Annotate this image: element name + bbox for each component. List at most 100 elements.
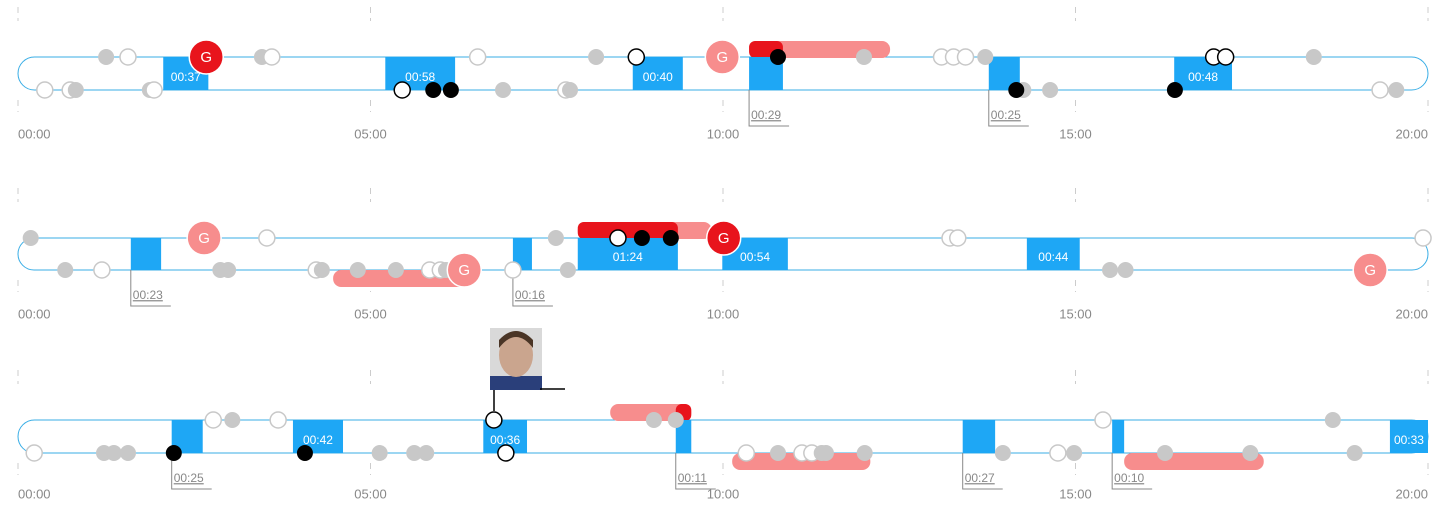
powerplay (512, 238, 532, 270)
powerplay-duration: 01:24 (613, 250, 643, 264)
event-shot (1066, 445, 1083, 461)
tick-label: 00:00 (18, 306, 51, 321)
event-shot (994, 445, 1011, 461)
event-shot (559, 262, 576, 278)
event-miss (1094, 411, 1112, 429)
event-block (425, 82, 442, 98)
event-shot (98, 49, 115, 65)
event-miss (956, 48, 975, 66)
tick-label: 00:00 (18, 486, 51, 501)
duration-leader (1111, 453, 1153, 490)
goal (704, 39, 741, 75)
event-shot (119, 445, 136, 461)
powerplay-duration: 00:58 (405, 70, 435, 84)
tick-label: 20:00 (1395, 306, 1428, 321)
event-shot (371, 445, 388, 461)
event-shot (105, 445, 122, 461)
event-save (393, 81, 411, 99)
event-shot (349, 262, 366, 278)
event-miss (36, 81, 54, 99)
powerplay-duration: 00:48 (1188, 70, 1218, 84)
tick-label: 15:00 (1059, 306, 1092, 321)
event-miss (1371, 81, 1389, 99)
event-shot (1117, 262, 1134, 278)
event-shot (22, 230, 39, 246)
event-shot (645, 412, 662, 428)
powerplay-duration: 00:25 (991, 108, 1021, 122)
event-shot (588, 49, 605, 65)
powerplay-duration: 00:23 (133, 288, 163, 302)
powerplay-duration: 00:42 (303, 433, 333, 447)
event-shot (562, 82, 579, 98)
event-shot (667, 412, 684, 428)
tick-label: 00:00 (18, 126, 51, 141)
event-shot (224, 412, 241, 428)
powerplay (577, 238, 678, 270)
event-shot (313, 262, 330, 278)
powerplay-duration: 00:54 (740, 250, 770, 264)
powerplay-duration: 00:36 (490, 433, 520, 447)
event-miss (269, 411, 287, 429)
powerplay (962, 420, 996, 453)
event-shot (817, 445, 834, 461)
goal (705, 220, 742, 256)
goal (446, 252, 483, 288)
goal-label: G (458, 262, 470, 279)
event-save (627, 48, 646, 66)
event-block (1166, 82, 1183, 98)
event-shot (495, 82, 512, 98)
powerplay-duration: 00:40 (643, 70, 673, 84)
event-miss (119, 48, 137, 66)
tick-label: 15:00 (1059, 486, 1092, 501)
event-shot (547, 230, 564, 246)
period: 00:00 05:00 10:00 15:00 20:00 00:37 00:58 00:40… (17, 7, 1429, 141)
event-shot (1157, 445, 1174, 461)
goal-label: G (198, 230, 210, 247)
event-shot (57, 262, 74, 278)
powerplay-duration: 00:11 (678, 471, 707, 485)
event-miss (258, 229, 276, 247)
goal-label: G (1364, 262, 1376, 279)
event-miss (468, 48, 487, 66)
goal (1352, 252, 1388, 288)
tick-label: 10:00 (707, 126, 740, 141)
event-miss (504, 261, 522, 279)
event-shot (220, 262, 237, 278)
event-save (609, 229, 627, 247)
tick-label: 15:00 (1059, 126, 1092, 141)
player-photo (490, 328, 565, 411)
event-shot (856, 49, 872, 65)
powerplay-duration: 00:33 (1394, 433, 1424, 447)
event-shot (1346, 445, 1363, 461)
event-block (633, 230, 650, 246)
event-block (442, 82, 459, 98)
powerplay (1026, 238, 1080, 270)
event-save (497, 444, 515, 462)
tick-label: 20:00 (1395, 486, 1428, 501)
event-miss (93, 261, 111, 279)
duration-leader (675, 453, 716, 490)
event-shot (769, 445, 786, 461)
powerplay-duration: 00:27 (965, 471, 995, 485)
tick-label: 05:00 (354, 486, 387, 501)
event-block (296, 445, 313, 461)
tick-label: 10:00 (707, 306, 740, 321)
event-save (1216, 48, 1235, 66)
powerplay-duration: 00:25 (174, 471, 204, 485)
goal (188, 39, 224, 75)
tick-label: 20:00 (1395, 126, 1428, 141)
event-miss (1414, 229, 1432, 247)
powerplay (1112, 420, 1125, 453)
event-miss (263, 48, 281, 66)
powerplay-duration: 00:29 (751, 108, 781, 122)
powerplay-duration: 00:37 (171, 70, 201, 84)
goal-label: G (200, 49, 212, 66)
goal-label: G (718, 230, 730, 247)
duration-leader (962, 453, 1003, 490)
duration-leader (512, 270, 553, 307)
event-miss (737, 444, 756, 462)
event-shot (387, 262, 404, 278)
event-shot (418, 445, 435, 461)
tick-label: 10:00 (707, 486, 740, 501)
event-save (485, 411, 503, 429)
